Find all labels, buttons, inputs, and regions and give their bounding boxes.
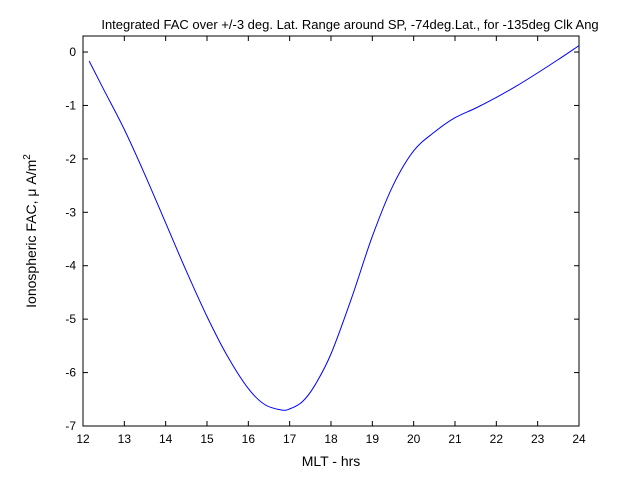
y-tick-label: -3 bbox=[65, 205, 76, 219]
x-tick-label: 15 bbox=[200, 432, 214, 446]
x-tick-label: 19 bbox=[366, 432, 380, 446]
x-tick-label: 23 bbox=[531, 432, 545, 446]
x-tick-label: 14 bbox=[159, 432, 173, 446]
x-axis-label: MLT - hrs bbox=[302, 453, 361, 469]
plot-area bbox=[82, 35, 580, 427]
x-tick-label: 22 bbox=[490, 432, 504, 446]
x-tick-label: 18 bbox=[324, 432, 338, 446]
x-tick-label: 13 bbox=[118, 432, 132, 446]
x-tick-label: 16 bbox=[242, 432, 256, 446]
y-axis-label: Ionospheric FAC, μ A/m2 bbox=[22, 154, 39, 308]
y-tick-label: -4 bbox=[65, 259, 76, 273]
chart-title: Integrated FAC over +/-3 deg. Lat. Range… bbox=[101, 17, 598, 32]
y-axis-ticks: 0 -1 -2 -3 -4 -5 -6 -7 bbox=[65, 45, 579, 433]
y-tick-label: 0 bbox=[69, 45, 76, 59]
x-tick-label: 20 bbox=[407, 432, 421, 446]
y-axis-label-mu: μ bbox=[23, 188, 39, 196]
y-axis-label-unit: A/m bbox=[23, 160, 39, 189]
x-tick-label: 12 bbox=[76, 432, 90, 446]
series-layer bbox=[88, 45, 580, 411]
fac-series-line bbox=[88, 45, 580, 411]
x-tick-label: 21 bbox=[448, 432, 462, 446]
y-axis-label-exponent: 2 bbox=[22, 154, 33, 160]
y-tick-label: -1 bbox=[65, 98, 76, 112]
y-axis-label-main: Ionospheric FAC, bbox=[23, 197, 39, 308]
y-tick-label: -7 bbox=[65, 419, 76, 433]
x-tick-label: 17 bbox=[283, 432, 297, 446]
y-tick-label: -2 bbox=[65, 152, 76, 166]
x-tick-label: 24 bbox=[572, 432, 586, 446]
y-tick-label: -6 bbox=[65, 366, 76, 380]
x-axis-ticks: 12 13 14 15 16 17 18 19 20 21 22 23 24 bbox=[76, 36, 586, 446]
y-tick-label: -5 bbox=[65, 312, 76, 326]
